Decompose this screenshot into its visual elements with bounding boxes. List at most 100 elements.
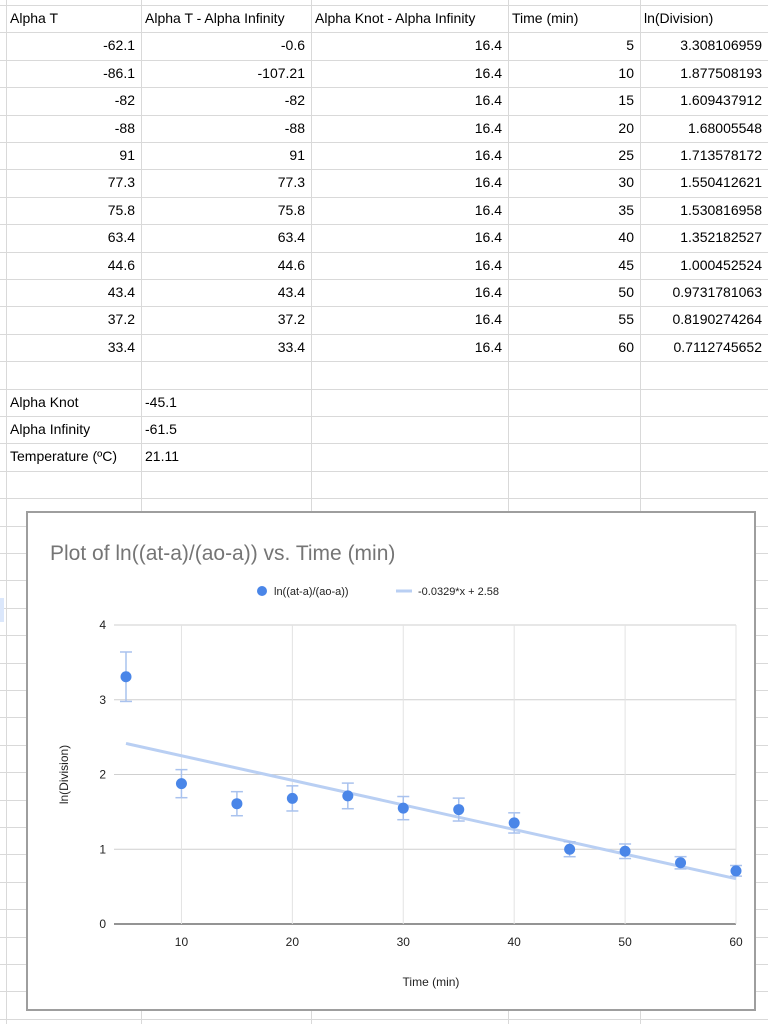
- data-cell[interactable]: 30: [618, 174, 634, 191]
- data-cell[interactable]: 77.3: [277, 174, 305, 191]
- data-cell[interactable]: 16.4: [474, 256, 502, 273]
- data-cell[interactable]: 0.8190274264: [672, 311, 762, 328]
- data-cell[interactable]: 16.4: [474, 119, 502, 136]
- data-cell[interactable]: 16.4: [474, 311, 502, 328]
- data-cell[interactable]: 43.4: [107, 284, 135, 300]
- legend-marker-series: [257, 586, 267, 596]
- data-cell[interactable]: -88: [284, 119, 305, 136]
- data-cell[interactable]: 1.352182527: [680, 229, 762, 246]
- grid-row-line: [0, 32, 768, 34]
- data-cell[interactable]: 50: [618, 284, 634, 300]
- data-cell[interactable]: -82: [284, 92, 305, 109]
- data-cell[interactable]: 16.4: [474, 37, 502, 54]
- grid-row-line: [0, 224, 768, 226]
- param-value-cell[interactable]: -45.1: [145, 393, 177, 410]
- header-cell[interactable]: Alpha T - Alpha Infinity: [145, 10, 285, 26]
- data-cell[interactable]: 5: [626, 37, 634, 54]
- data-cell[interactable]: 25: [618, 147, 634, 163]
- data-cell[interactable]: 1.530816958: [680, 201, 762, 218]
- data-cell[interactable]: 10: [618, 64, 634, 81]
- data-cell[interactable]: 3.308106959: [680, 37, 762, 54]
- data-cell[interactable]: 16.4: [474, 92, 502, 109]
- data-cell[interactable]: 1.609437912: [680, 92, 762, 109]
- grid-row-line: [0, 196, 768, 198]
- data-cell[interactable]: 0.7112745652: [673, 338, 763, 355]
- param-value-cell[interactable]: 21.11: [145, 448, 179, 465]
- data-point: [231, 798, 243, 810]
- data-cell[interactable]: 44.6: [107, 256, 135, 273]
- data-cell[interactable]: 55: [618, 311, 634, 328]
- data-point: [564, 843, 576, 855]
- grid-row-line: [0, 361, 768, 363]
- x-tick-label: 30: [397, 935, 411, 949]
- data-cell[interactable]: 75.8: [107, 201, 135, 218]
- data-cell[interactable]: 60: [618, 338, 634, 355]
- data-cell[interactable]: 1.713578172: [680, 147, 762, 163]
- data-cell[interactable]: 16.4: [474, 174, 502, 191]
- grid-row-line: [0, 443, 768, 445]
- data-cell[interactable]: 40: [618, 229, 634, 246]
- data-cell[interactable]: 37.2: [277, 311, 305, 328]
- data-cell[interactable]: 35: [618, 201, 634, 218]
- data-cell[interactable]: 1.877508193: [680, 64, 762, 81]
- header-cell[interactable]: Time (min): [512, 10, 579, 26]
- grid-row-line: [0, 498, 768, 500]
- data-cell[interactable]: 16.4: [474, 64, 502, 81]
- header-cell[interactable]: Alpha Knot - Alpha Infinity: [315, 10, 476, 26]
- grid-row-line: [0, 1018, 768, 1020]
- legend-label-trendline: -0.0329*x + 2.58: [418, 586, 499, 598]
- grid-row-line: [0, 333, 768, 335]
- y-tick-label: 3: [99, 693, 106, 707]
- data-cell[interactable]: 16.4: [474, 201, 502, 218]
- data-cell[interactable]: 16.4: [474, 338, 502, 355]
- grid-row-line: [0, 59, 768, 61]
- data-cell[interactable]: -86.1: [103, 64, 135, 81]
- row-selection-marker: [0, 598, 4, 622]
- chart[interactable]: Plot of ln((at-a)/(ao-a)) vs. Time (min)…: [26, 511, 756, 1011]
- grid-row-line: [0, 169, 768, 171]
- grid-row-line: [0, 306, 768, 308]
- param-label-cell[interactable]: Alpha Infinity: [10, 421, 91, 437]
- grid-row-line: [0, 388, 768, 390]
- data-point: [675, 857, 687, 869]
- data-cell[interactable]: 63.4: [107, 229, 135, 246]
- data-cell[interactable]: 15: [618, 92, 634, 109]
- data-point: [397, 802, 409, 814]
- data-cell[interactable]: 16.4: [474, 147, 502, 163]
- data-cell[interactable]: 20: [618, 119, 634, 136]
- data-point: [730, 865, 742, 877]
- data-cell[interactable]: 45: [618, 256, 634, 273]
- data-cell[interactable]: -107.21: [257, 64, 305, 81]
- data-cell[interactable]: 0.9731781063: [672, 284, 762, 300]
- data-cell[interactable]: 1.550412621: [680, 174, 762, 191]
- param-label-cell[interactable]: Temperature (ºC): [10, 448, 118, 465]
- header-cell[interactable]: ln(Division): [644, 10, 714, 26]
- data-cell[interactable]: 91: [119, 147, 135, 163]
- grid-row-line: [0, 470, 768, 472]
- data-cell[interactable]: 16.4: [474, 284, 502, 300]
- data-cell[interactable]: 63.4: [277, 229, 305, 246]
- param-value-cell[interactable]: -61.5: [145, 421, 177, 437]
- data-cell[interactable]: 33.4: [107, 338, 135, 355]
- data-cell[interactable]: 1.000452524: [680, 256, 762, 273]
- data-cell[interactable]: -0.6: [280, 37, 305, 54]
- header-cell[interactable]: Alpha T: [10, 10, 58, 26]
- data-cell[interactable]: -82: [114, 92, 135, 109]
- param-label-cell[interactable]: Alpha Knot: [10, 393, 79, 410]
- data-cell[interactable]: 1.68005548: [688, 119, 762, 136]
- data-cell[interactable]: 91: [289, 147, 305, 163]
- data-cell[interactable]: 77.3: [107, 174, 135, 191]
- grid-row-line: [0, 416, 768, 417]
- data-cell[interactable]: 37.2: [107, 311, 135, 328]
- data-cell[interactable]: -62.1: [103, 37, 135, 54]
- data-cell[interactable]: 43.4: [277, 284, 305, 300]
- data-cell[interactable]: -88: [114, 119, 135, 136]
- data-cell[interactable]: 44.6: [277, 256, 305, 273]
- x-tick-label: 50: [618, 935, 632, 949]
- data-cell[interactable]: 16.4: [474, 229, 502, 246]
- data-cell[interactable]: 75.8: [277, 201, 305, 218]
- grid-row-line: [0, 142, 768, 143]
- data-cell[interactable]: 33.4: [277, 338, 305, 355]
- x-axis-label: Time (min): [403, 975, 460, 989]
- x-tick-label: 20: [286, 935, 300, 949]
